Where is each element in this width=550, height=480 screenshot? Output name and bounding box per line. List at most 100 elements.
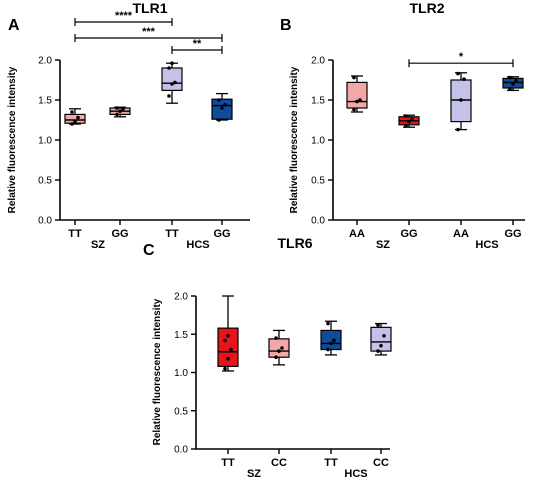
data-point [274,355,278,360]
y-tick-label: 1.0 [38,136,52,147]
data-point [462,77,466,81]
y-tick-label: 1.5 [174,330,188,341]
data-point [280,346,284,350]
data-point [508,87,512,91]
data-point [514,79,518,83]
x-tick-label: GG [400,228,417,240]
significance-bracket: ** [171,38,223,54]
data-point [217,118,221,122]
y-tick-label: 0.5 [174,406,188,417]
data-point [121,107,125,111]
box-hcs-tt [161,61,183,104]
y-tick-label: 0.0 [311,216,325,227]
y-axis-label: Relative fluorescence intensity [289,66,300,213]
box-iqr [370,326,392,352]
data-point [217,98,221,102]
x-tick-label: AA [349,228,365,240]
box-iqr [268,338,290,358]
box-sz-aa [346,75,368,113]
data-point [456,127,460,132]
significance-label: ** [193,38,202,50]
panel-letter: B [280,17,292,34]
x-tick-label: GG [213,228,230,240]
data-point [173,80,177,85]
group-label: SZ [376,239,390,251]
data-point [226,333,230,338]
box-hcs-tt [320,320,342,356]
data-point [229,347,233,352]
data-point [407,119,411,124]
data-point [456,71,460,76]
box-hcs-gg [502,75,524,92]
box-iqr [320,329,342,351]
data-point [404,114,408,118]
data-point [73,119,77,124]
y-tick-label: 0.5 [38,176,52,187]
significance-bracket: *** [74,26,223,42]
y-tick-label: 0.0 [174,445,188,456]
group-label: HCS [475,239,498,251]
box-iqr [346,81,368,109]
data-point [223,366,227,371]
data-point [329,341,333,346]
y-tick-label: 2.0 [38,56,52,67]
box-iqr [161,67,183,91]
data-point [170,61,174,65]
data-point [70,122,74,126]
y-tick-label: 1.5 [38,96,52,107]
data-point [167,94,171,98]
data-point [352,75,356,80]
data-point [70,110,74,114]
group-label: HCS [344,468,367,480]
x-tick-label: GG [111,228,128,240]
x-tick-label: AA [453,228,469,240]
data-point [115,112,119,117]
y-tick-label: 2.0 [174,292,188,303]
chart-panel-c: C TLR6 0.0 0.5 1.0 1.5 2.0 Relative fluorescenc… [143,235,392,480]
data-point [115,106,119,110]
x-tick-label: CC [373,457,389,469]
box-hcs-cc [370,322,392,356]
data-point [76,115,80,120]
significance-bracket: * [408,51,514,68]
x-tick-label: TT [68,228,82,240]
y-tick-label: 0.0 [38,216,52,227]
x-tick-label: GG [504,228,521,240]
group-label: HCS [186,239,209,251]
y-tick-label: 2.0 [311,56,325,67]
box-sz-cc [268,329,290,366]
data-point [326,321,330,326]
group-label: SZ [91,239,105,251]
chart-title: TLR1 [133,0,168,16]
significance-label: **** [115,10,133,22]
y-tick-label: 1.0 [311,136,325,147]
data-point [404,123,408,128]
box-hcs-gg [211,92,233,122]
x-tick-label: TT [165,228,179,240]
chart-title: TLR6 [278,235,313,251]
data-point [223,103,227,107]
box-sz-tt [217,295,239,372]
data-point [376,349,380,353]
chart-panel-b: B TLR2 0.0 0.5 1.0 1.5 2.0 Relative fluorescenc… [280,0,525,251]
data-point [511,82,515,86]
data-point [376,323,380,327]
data-point [379,343,383,348]
data-point [358,98,362,102]
panel-letter: A [8,17,20,34]
data-point [382,333,386,338]
box-hcs-aa [450,71,472,132]
x-tick-label: TT [221,457,235,469]
box-sz-tt [64,108,86,126]
data-point [508,75,512,80]
data-point [277,349,281,353]
data-point [355,99,359,104]
x-tick-label: CC [271,457,287,469]
data-point [410,117,414,121]
data-point [352,107,356,112]
y-tick-label: 1.0 [174,368,188,379]
y-axis-label: Relative fluorescence intensity [7,66,18,213]
data-point [332,338,336,343]
chart-title: TLR2 [410,0,445,16]
